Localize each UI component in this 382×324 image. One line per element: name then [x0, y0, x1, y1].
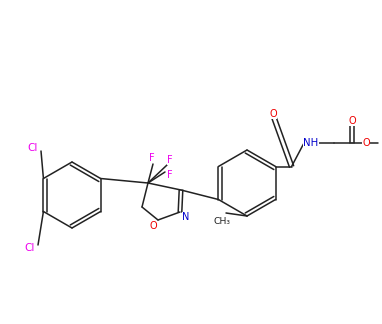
Text: O: O [348, 116, 356, 126]
Text: Cl: Cl [28, 143, 38, 153]
Text: CH₃: CH₃ [214, 217, 230, 226]
Text: O: O [362, 138, 370, 148]
Text: F: F [167, 170, 173, 180]
Text: F: F [149, 153, 155, 163]
Text: O: O [269, 109, 277, 119]
Text: F: F [167, 155, 173, 165]
Text: Cl: Cl [25, 243, 35, 253]
Text: NH: NH [303, 138, 319, 148]
Text: N: N [182, 212, 190, 222]
Text: O: O [149, 221, 157, 231]
